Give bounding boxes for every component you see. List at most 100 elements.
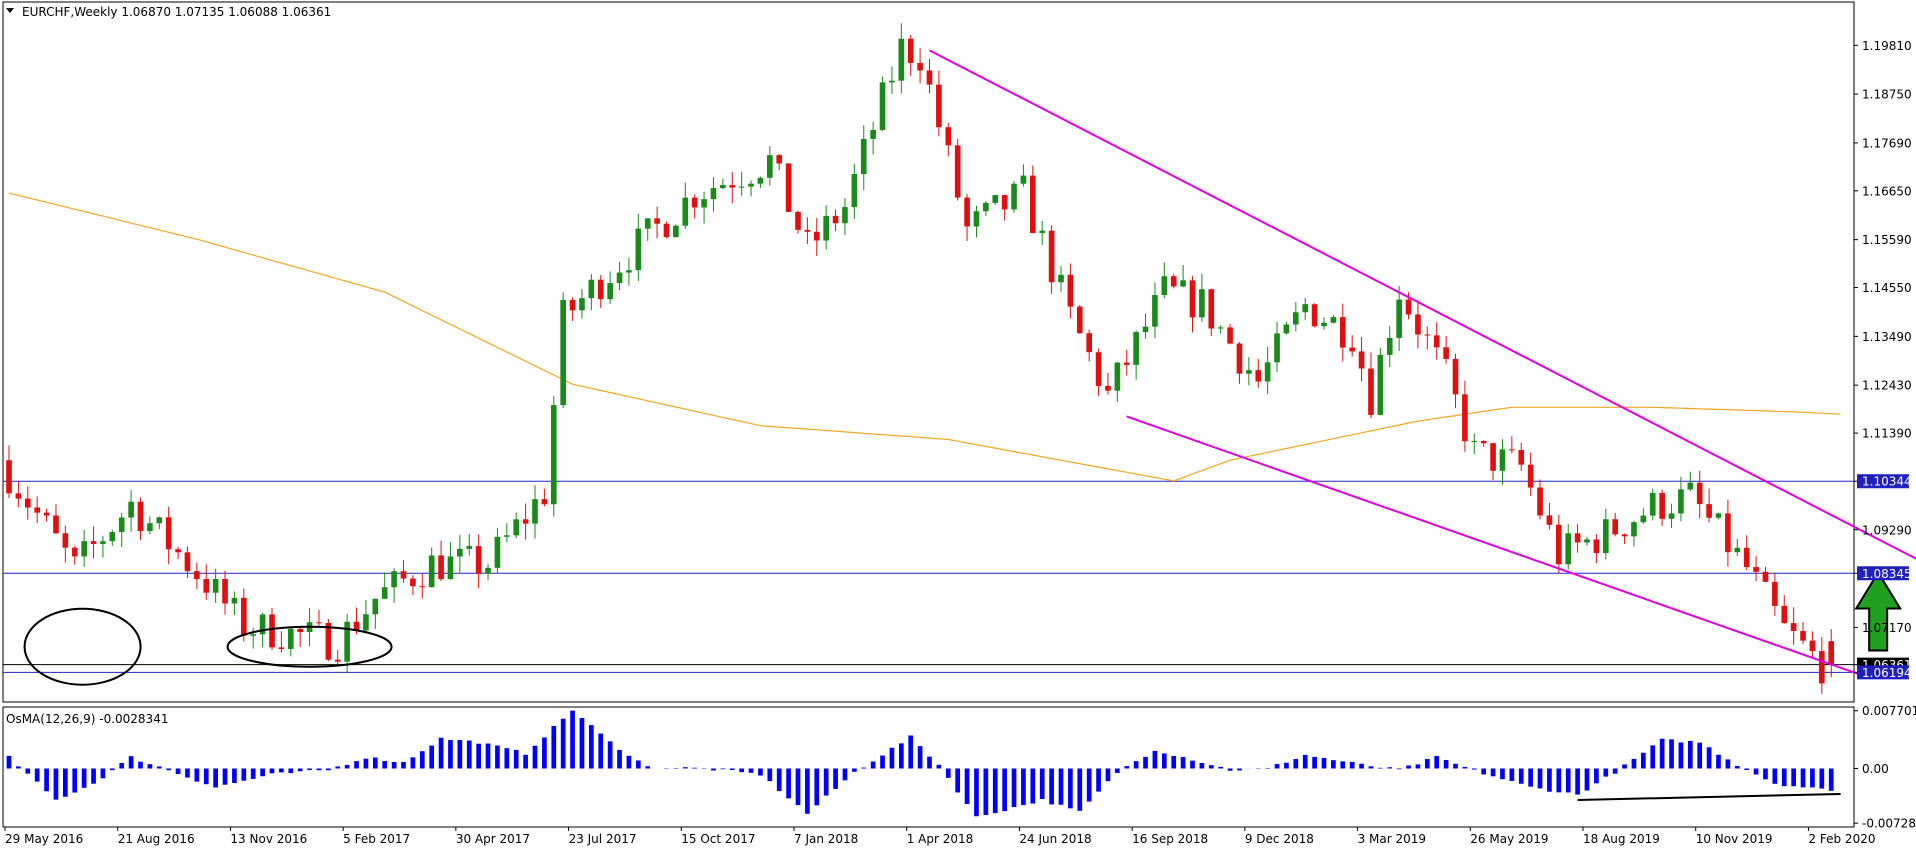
candle-body (1293, 312, 1299, 325)
candle-body (1283, 324, 1290, 334)
candle-body (1076, 306, 1083, 334)
time-tick-label: 15 Oct 2017 (681, 832, 755, 846)
candle-body (1593, 539, 1600, 553)
candle-body (466, 546, 473, 549)
price-tick-label: 1.07170 (1862, 621, 1912, 635)
candle-body (1527, 464, 1534, 488)
price-level-label: 1.10344 (1862, 475, 1912, 489)
candle-body (325, 622, 332, 660)
candle-body (889, 80, 895, 83)
candle-body (898, 38, 905, 81)
price-tick-label: 1.11390 (1862, 427, 1912, 441)
candle-body (485, 567, 491, 574)
candle-body (1762, 571, 1769, 582)
candle-body (1255, 370, 1262, 382)
candle-body (842, 207, 848, 224)
time-tick-label: 10 Nov 2019 (1696, 832, 1773, 846)
candle-body (917, 62, 923, 71)
candle-body (1574, 533, 1581, 543)
candle-body (410, 578, 416, 587)
candle-body (184, 552, 191, 572)
candle-body (259, 614, 266, 635)
candle-body (767, 155, 773, 178)
candle-body (475, 546, 482, 574)
candle-body (175, 549, 181, 553)
candle-body (983, 202, 989, 212)
candle-body (663, 223, 670, 238)
time-tick-label: 7 Jan 2018 (794, 832, 858, 846)
candle-body (1424, 334, 1431, 336)
price-tick-label: 1.09290 (1862, 523, 1912, 537)
time-tick-label: 24 Jun 2018 (1019, 832, 1091, 846)
candle-body (1386, 337, 1393, 355)
candle-body (1584, 539, 1590, 543)
time-tick-label: 2 Feb 2020 (1808, 832, 1875, 846)
candle-body (1030, 175, 1036, 233)
price-level-label: 1.08345 (1862, 567, 1912, 581)
price-tick-label: 1.13490 (1862, 330, 1912, 344)
candle-body (1208, 289, 1215, 329)
candle-body (870, 129, 876, 139)
candle-body (1377, 354, 1384, 415)
price-tick-label: 1.19810 (1862, 39, 1912, 53)
candle-body (1058, 274, 1064, 283)
candle-body (1274, 333, 1280, 363)
candle-body (128, 501, 134, 518)
candle-body (1161, 276, 1168, 296)
candle-body (1678, 489, 1684, 514)
candle-body (334, 659, 341, 662)
candle-body (860, 138, 867, 174)
candle-body (560, 300, 566, 406)
candle-body (1668, 513, 1675, 519)
osma-tick-label: 0.00 (1862, 762, 1889, 776)
candle-body (973, 211, 980, 227)
candle-body (626, 270, 632, 273)
candle-body (43, 512, 50, 516)
candle-body (1509, 449, 1515, 451)
candle-body (53, 515, 59, 534)
trend-channel-line (1126, 415, 1860, 676)
candle-body (363, 614, 369, 631)
symbol-header: EURCHF,Weekly 1.06870 1.07135 1.06088 1.… (22, 5, 331, 19)
candle-body (1095, 352, 1102, 386)
candle-body (1772, 581, 1778, 606)
candle-body (1217, 327, 1224, 329)
candle-body (1612, 519, 1618, 535)
candle-body (879, 82, 886, 130)
candle-body (954, 145, 961, 198)
candle-body (757, 177, 764, 184)
candle-body (428, 555, 435, 588)
candle-body (1415, 314, 1421, 335)
dropdown-triangle-icon[interactable] (6, 8, 14, 13)
time-tick-label: 1 Apr 2018 (907, 832, 974, 846)
candle-body (1471, 440, 1478, 442)
candle-body (907, 38, 914, 63)
candle-body (945, 127, 952, 146)
candle-body (710, 188, 717, 200)
candle-body (1790, 623, 1797, 632)
osma-label: OsMA(12,26,9) -0.0028341 (6, 712, 168, 726)
candle-body (1725, 513, 1731, 553)
price-tick-label: 1.17690 (1862, 136, 1912, 150)
candle-body (100, 541, 106, 544)
price-tick-label: 1.15590 (1862, 233, 1912, 247)
candle-body (1339, 317, 1346, 348)
moving-average-line (8, 192, 1841, 482)
candle-body (222, 578, 228, 604)
candle-body (1311, 304, 1318, 327)
candle-body (644, 218, 651, 229)
candle-body (1001, 195, 1008, 210)
candle-body (1020, 175, 1027, 184)
candle-body (457, 548, 463, 557)
candle-body (137, 501, 144, 532)
time-tick-label: 16 Sep 2018 (1132, 832, 1208, 846)
candle-body (1537, 487, 1543, 516)
candle-body (1170, 276, 1177, 287)
candle-body (494, 536, 501, 568)
candle-body (1039, 230, 1046, 233)
time-tick-label: 23 Jul 2017 (569, 832, 637, 846)
candle-body (1452, 358, 1459, 395)
trend-channel-line (929, 49, 1916, 560)
candle-body (1443, 347, 1449, 359)
